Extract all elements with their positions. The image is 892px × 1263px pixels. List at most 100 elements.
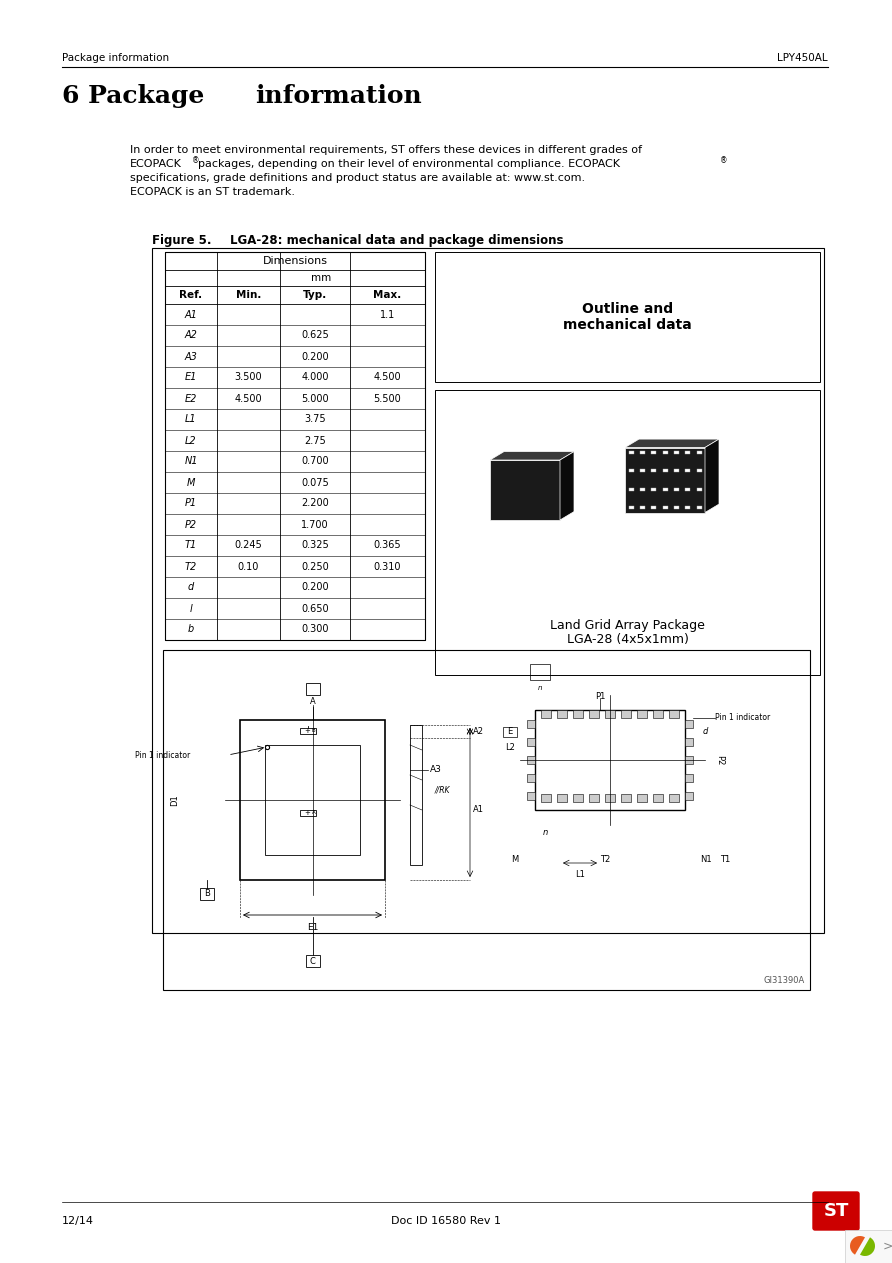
Bar <box>573 794 583 802</box>
Text: ®: ® <box>720 157 728 165</box>
Text: ST: ST <box>823 1202 848 1220</box>
Text: In order to meet environmental requirements, ST offers these devices in differen: In order to meet environmental requireme… <box>130 145 642 155</box>
Text: Outline and: Outline and <box>582 302 673 316</box>
Text: Pin 1 indicator: Pin 1 indicator <box>715 714 771 722</box>
Polygon shape <box>625 440 719 447</box>
Text: packages, depending on their level of environmental compliance. ECOPACK: packages, depending on their level of en… <box>198 159 620 169</box>
Text: L1: L1 <box>575 870 585 879</box>
Text: L2: L2 <box>186 436 197 446</box>
Bar <box>589 710 599 717</box>
Bar <box>527 738 535 746</box>
Text: 2.75: 2.75 <box>304 436 326 446</box>
Text: b: b <box>188 624 194 634</box>
Bar <box>673 451 679 453</box>
Text: 0.200: 0.200 <box>301 582 329 592</box>
Polygon shape <box>705 440 719 513</box>
Bar <box>629 451 633 453</box>
Bar <box>535 710 685 810</box>
Text: specifications, grade definitions and product status are available at: www.st.co: specifications, grade definitions and pr… <box>130 173 585 183</box>
Text: n: n <box>542 829 548 837</box>
Bar <box>503 727 517 738</box>
Text: 2.200: 2.200 <box>301 499 329 509</box>
Text: 12/14: 12/14 <box>62 1216 94 1226</box>
Text: 5.000: 5.000 <box>301 394 329 403</box>
Bar <box>640 506 645 509</box>
Text: Doc ID 16580 Rev 1: Doc ID 16580 Rev 1 <box>391 1216 501 1226</box>
Bar <box>697 451 701 453</box>
Bar <box>653 710 663 717</box>
Text: L1: L1 <box>186 414 197 424</box>
Bar <box>300 810 316 816</box>
Text: d: d <box>703 727 708 736</box>
Text: n: n <box>538 685 542 691</box>
Text: 1.1: 1.1 <box>380 309 395 320</box>
Bar <box>557 794 567 802</box>
Text: 3.500: 3.500 <box>235 373 262 383</box>
Text: 0.325: 0.325 <box>301 541 329 551</box>
Text: 5.500: 5.500 <box>374 394 401 403</box>
Text: LPY450AL: LPY450AL <box>777 53 828 63</box>
Bar <box>163 650 810 990</box>
Bar <box>573 710 583 717</box>
Text: P1: P1 <box>595 692 605 701</box>
Text: GI31390A: GI31390A <box>764 976 805 985</box>
Text: 0.650: 0.650 <box>301 604 329 614</box>
Text: P1: P1 <box>185 499 197 509</box>
Text: ECOPACK is an ST trademark.: ECOPACK is an ST trademark. <box>130 187 295 197</box>
Bar <box>165 253 425 640</box>
Text: Package information: Package information <box>62 53 169 63</box>
Text: 0.075: 0.075 <box>301 477 329 488</box>
Bar <box>663 506 667 509</box>
Text: mm: mm <box>311 273 331 283</box>
Bar <box>637 794 647 802</box>
Text: E2: E2 <box>185 394 197 403</box>
Bar <box>527 792 535 799</box>
Text: 0.365: 0.365 <box>374 541 401 551</box>
Bar <box>305 955 319 967</box>
Text: +: + <box>304 810 310 816</box>
Bar <box>669 710 679 717</box>
Text: M: M <box>186 477 195 488</box>
Text: 0.200: 0.200 <box>301 351 329 361</box>
Bar <box>621 710 631 717</box>
Text: A: A <box>310 696 316 706</box>
Bar <box>435 390 820 674</box>
Bar <box>685 470 690 472</box>
Text: P2: P2 <box>185 519 197 529</box>
Text: B: B <box>311 729 315 734</box>
Text: T2: T2 <box>600 855 610 864</box>
Bar <box>621 794 631 802</box>
Text: Typ.: Typ. <box>303 290 327 301</box>
Bar <box>685 720 693 727</box>
Text: Min.: Min. <box>235 290 261 301</box>
Bar <box>490 460 560 520</box>
Bar <box>240 720 385 880</box>
Bar <box>629 470 633 472</box>
Bar <box>685 738 693 746</box>
Text: 0.245: 0.245 <box>235 541 262 551</box>
Bar <box>300 727 316 734</box>
Text: 4.000: 4.000 <box>301 373 329 383</box>
Text: 0.310: 0.310 <box>374 562 401 571</box>
Text: ®: ® <box>192 157 200 165</box>
Bar <box>685 774 693 782</box>
Text: LGA-28 (4x5x1mm): LGA-28 (4x5x1mm) <box>566 634 689 647</box>
Bar <box>845 1230 892 1263</box>
FancyBboxPatch shape <box>813 1192 859 1230</box>
Bar <box>629 488 633 490</box>
Text: M: M <box>511 855 518 864</box>
Bar <box>663 451 667 453</box>
Text: A3: A3 <box>185 351 197 361</box>
Text: 0.10: 0.10 <box>238 562 260 571</box>
Bar <box>527 757 535 764</box>
Bar <box>640 470 645 472</box>
Polygon shape <box>560 452 574 520</box>
Text: l: l <box>190 604 193 614</box>
Text: d: d <box>188 582 194 592</box>
Bar <box>640 488 645 490</box>
Text: Pin 1 indicator: Pin 1 indicator <box>135 750 190 759</box>
Bar <box>651 470 657 472</box>
Text: Ref.: Ref. <box>179 290 202 301</box>
Bar <box>152 248 824 933</box>
Bar <box>673 488 679 490</box>
